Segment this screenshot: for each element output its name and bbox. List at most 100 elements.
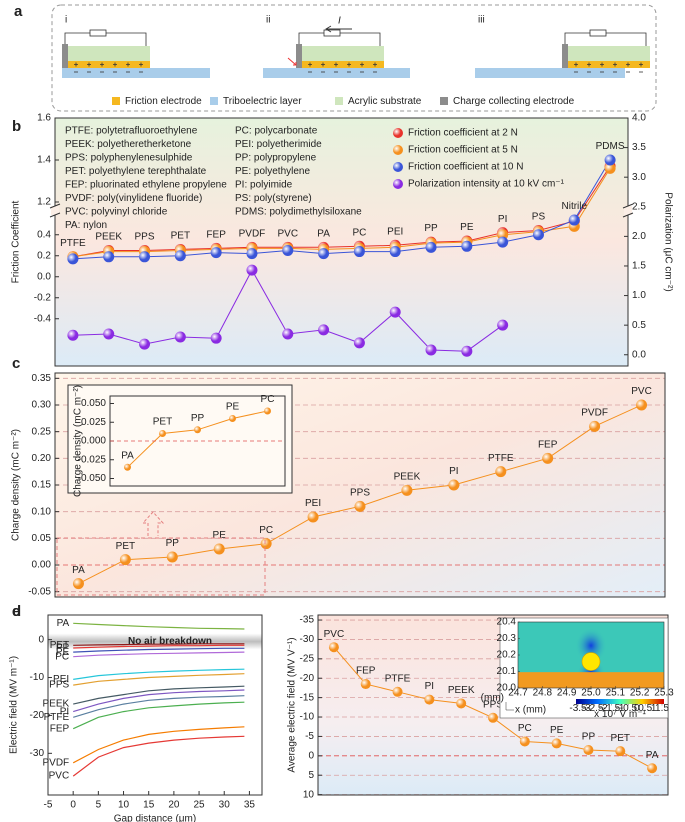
point xyxy=(636,399,648,411)
point xyxy=(389,246,401,258)
y-tick-label: 0 xyxy=(308,750,314,761)
legend-label: Charge collecting electrode xyxy=(453,96,575,107)
y-tick-label: 0.025 xyxy=(81,417,106,428)
point-label: FEP xyxy=(356,666,376,677)
point-label: PEI xyxy=(305,498,321,509)
point xyxy=(282,328,294,340)
annotation: PET: polyethylene terephthalate xyxy=(65,166,207,177)
colorbar-tick-label: 0.5 xyxy=(638,703,652,714)
series-line xyxy=(73,685,245,705)
y2-tick-label: 1.5 xyxy=(632,261,646,272)
y-tick-label: -25 xyxy=(300,653,315,664)
y-tick-label: 20.0 xyxy=(497,683,517,694)
point xyxy=(246,264,258,276)
legend-label: Friction electrode xyxy=(125,96,202,107)
point xyxy=(392,686,403,697)
colorbar-tick-label: 1 xyxy=(651,703,657,714)
series-line xyxy=(72,168,611,258)
point xyxy=(425,241,437,253)
point xyxy=(488,712,498,723)
colorbar-label: x 10⁷ V m⁻¹ xyxy=(594,709,646,720)
point xyxy=(401,484,413,496)
triboelectric-layer xyxy=(475,68,625,78)
point xyxy=(318,324,330,336)
point-label: PE xyxy=(226,402,240,413)
point xyxy=(604,154,616,166)
legend-swatch xyxy=(335,97,343,105)
point xyxy=(461,345,473,357)
series-line xyxy=(72,159,611,260)
point-label: PTFE xyxy=(385,673,411,684)
annotation: PI: polyimide xyxy=(235,180,293,191)
y-axis-label: (mm) xyxy=(481,693,504,704)
point xyxy=(124,463,131,471)
annotation: PC: polycarbonate xyxy=(235,126,318,137)
y-axis-label: Friction Coefficient xyxy=(11,200,22,283)
colorbar-tick-label: -0.5 xyxy=(620,703,638,714)
plus-sign xyxy=(626,62,630,67)
colorbar-tick-label: -2.5 xyxy=(586,703,604,714)
annotation: PTFE: polytetrafluoroethylene xyxy=(65,126,198,137)
legend-marker xyxy=(393,145,403,155)
plot-background xyxy=(55,118,628,366)
point-label: PEEK xyxy=(448,685,475,696)
x-tick-label: 20 xyxy=(168,800,180,811)
point xyxy=(229,415,236,422)
series-line xyxy=(72,735,245,777)
series-line xyxy=(73,673,245,686)
point xyxy=(353,337,365,349)
point xyxy=(424,694,435,705)
step-label: i xyxy=(65,15,67,26)
annotation: PA: nylon xyxy=(65,220,107,231)
y-tick-label: 20.2 xyxy=(497,650,517,661)
plus-sign xyxy=(74,62,78,67)
point-label: PPS xyxy=(483,699,503,710)
x-tick-label: 25.3 xyxy=(654,688,674,699)
series-line xyxy=(73,622,245,630)
colorbar-tick-label: -1 xyxy=(616,703,625,714)
point xyxy=(119,554,131,566)
series-label: PA xyxy=(57,618,70,629)
point-label: PC xyxy=(518,723,532,734)
point-label: PET xyxy=(171,231,190,242)
current-arrow xyxy=(325,25,352,33)
y-tick-label: -0.025 xyxy=(78,454,107,465)
series-label: PPS xyxy=(49,680,69,691)
triboelectric-layer xyxy=(62,68,210,78)
point xyxy=(542,452,554,464)
panel-label: d xyxy=(12,603,21,620)
point xyxy=(519,736,530,747)
charge-electrode xyxy=(62,44,68,68)
annotation: PDMS: polydimethylsiloxane xyxy=(235,207,362,218)
point xyxy=(282,245,294,256)
y-tick-label: 10 xyxy=(303,789,315,800)
particle xyxy=(581,652,601,671)
electrode-region xyxy=(518,672,664,688)
point xyxy=(425,344,437,356)
annotation: PS: poly(styrene) xyxy=(235,193,312,204)
point xyxy=(307,511,319,523)
x-axis-label: x (mm) xyxy=(515,705,546,716)
charge-electrode xyxy=(562,44,568,68)
point xyxy=(360,679,371,690)
y2-tick-label: 4.0 xyxy=(632,113,646,124)
point-label: PI xyxy=(425,681,434,692)
y-tick-label: -10 xyxy=(300,712,315,723)
legend-marker xyxy=(393,179,403,189)
plus-sign xyxy=(373,62,377,67)
plot-frame xyxy=(47,614,263,796)
point-label: PEI xyxy=(387,226,403,237)
point xyxy=(103,251,115,263)
y-tick-label: 0.000 xyxy=(81,436,106,447)
x-tick-label: 0 xyxy=(70,800,76,811)
axis-break xyxy=(622,203,634,218)
colorbar-tick-label: -1.5 xyxy=(603,703,621,714)
point-label: PA xyxy=(317,228,330,239)
y2-tick-label: 2.5 xyxy=(632,201,646,212)
point-label: PS xyxy=(532,212,546,223)
legend-swatch xyxy=(112,97,120,105)
point xyxy=(589,420,601,432)
series-line xyxy=(72,166,611,258)
point-label: PE xyxy=(213,530,227,541)
